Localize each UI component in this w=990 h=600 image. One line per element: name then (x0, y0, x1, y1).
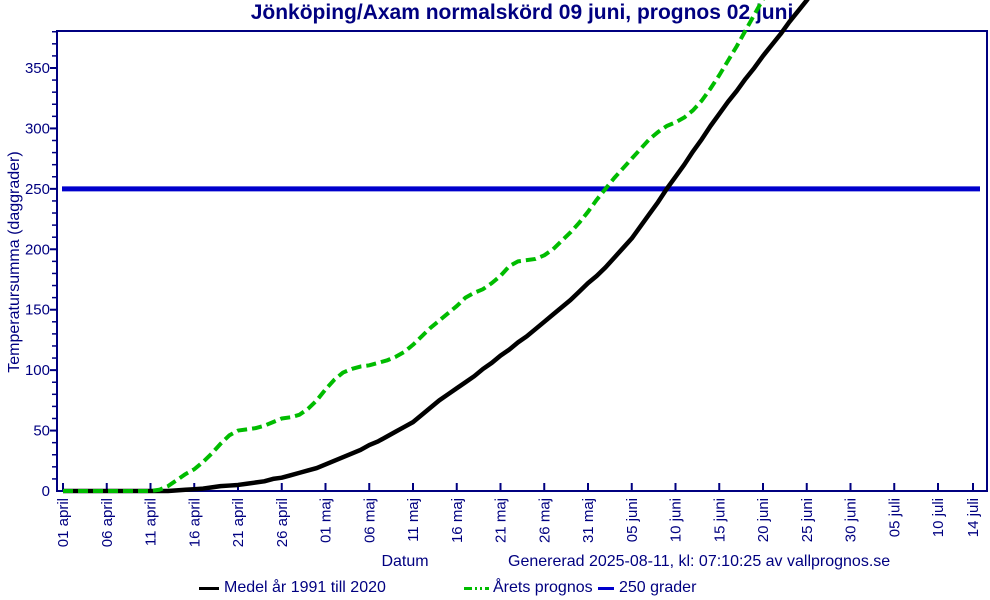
x-tick-label: 11 april (143, 498, 160, 546)
x-tick-label: 26 maj (536, 498, 553, 543)
x-tick-label: 10 juni (668, 498, 685, 542)
x-tick-label: 06 maj (361, 498, 378, 543)
legend-label-threshold: 250 grader (619, 579, 697, 596)
y-tick-label: 300 (25, 120, 50, 137)
legend-label-forecast: Årets prognos (493, 579, 593, 596)
x-tick-label: 05 juli (886, 498, 903, 537)
x-tick-label: 21 april (230, 498, 247, 547)
legend-label-mean: Medel år 1991 till 2020 (224, 579, 386, 596)
x-tick-label: 16 april (186, 498, 203, 547)
x-tick-label: 01 maj (318, 498, 335, 543)
x-tick-label: 26 april (274, 498, 291, 547)
legend-line-sample-threshold (598, 587, 614, 590)
mean-curve (63, 0, 810, 494)
y-tick-label: 250 (25, 181, 50, 198)
y-tick-label: 150 (25, 302, 50, 319)
y-tick-label: 350 (25, 60, 50, 77)
y-tick-label: 200 (25, 241, 50, 258)
x-tick-label: 25 juni (799, 498, 816, 542)
x-tick-label: 05 juni (624, 498, 641, 542)
x-tick-label: 20 juni (755, 498, 772, 542)
x-tick-label: 30 juni (843, 498, 860, 542)
y-tick-label: 0 (42, 483, 50, 500)
x-tick-label: 21 maj (493, 498, 510, 543)
x-tick-label: 31 maj (580, 498, 597, 543)
x-tick-label: 06 april (99, 498, 116, 547)
x-tick-label: 11 maj (405, 498, 422, 542)
plot-frame (56, 30, 988, 492)
x-axis-label: Datum (381, 553, 429, 570)
chart-title: Jönköping/Axam normalskörd 09 juni, prog… (250, 1, 794, 24)
generated-timestamp: Genererad 2025-08-11, kl: 07:10:25 av va… (508, 553, 891, 570)
legend-line-sample-mean (199, 587, 219, 590)
x-tick-label: 14 juli (965, 498, 982, 537)
y-axis-label: Temperatursumma (daggrader) (6, 151, 23, 373)
y-tick-label: 100 (25, 362, 50, 379)
x-tick-label: 16 maj (449, 498, 466, 543)
x-tick-label: 10 juli (930, 498, 947, 537)
x-tick-label: 01 april (55, 498, 72, 547)
y-tick-label: 50 (33, 423, 50, 440)
x-tick-label: 15 juni (711, 498, 728, 542)
forecast-curve (63, 0, 765, 493)
legend-line-sample-forecast (464, 587, 489, 590)
